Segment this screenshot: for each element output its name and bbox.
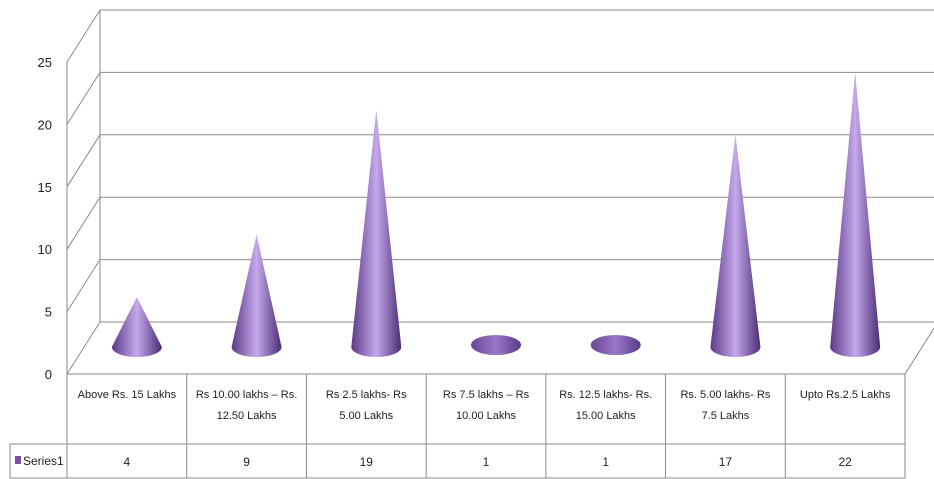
y-tick-label: 10 — [38, 242, 52, 257]
value-label: 9 — [243, 455, 250, 469]
gridlines — [66, 9, 934, 375]
y-tick-label: 5 — [45, 305, 52, 320]
cone-3 — [471, 335, 521, 355]
table-header-row — [66, 373, 906, 445]
value-label: 22 — [838, 455, 852, 469]
y-tick-label: 0 — [45, 367, 52, 382]
cone-4 — [590, 335, 641, 355]
y-tick-label: 25 — [38, 55, 52, 70]
gridline — [66, 134, 934, 188]
cone-body — [710, 134, 761, 357]
y-tick-label: 15 — [38, 180, 52, 195]
value-label: 19 — [360, 455, 374, 469]
cones — [111, 72, 881, 357]
category-label: Upto Rs.2.5 Lakhs — [800, 389, 891, 401]
category-label: Rs 2.5 lakhs- Rs 5.00 Lakhs — [326, 389, 407, 422]
cone-5 — [710, 134, 761, 357]
cone-body — [351, 109, 402, 357]
cone-2 — [351, 109, 402, 357]
cone-body — [111, 297, 162, 357]
cone-0 — [111, 297, 162, 357]
legend-swatch — [15, 456, 21, 464]
y-tick-label: 20 — [38, 117, 52, 132]
cone-6 — [830, 72, 881, 357]
value-label: 17 — [719, 455, 733, 469]
value-label: 1 — [483, 455, 490, 469]
series-name: Series1 — [23, 454, 64, 468]
value-label: 1 — [602, 455, 609, 469]
value-label: 4 — [124, 455, 131, 469]
cone-body — [231, 234, 282, 357]
category-label: Rs. 12.5 lakhs- Rs. 15.00 Lakhs — [559, 389, 652, 422]
gridline — [66, 196, 934, 250]
cone-body — [830, 72, 881, 357]
table-value-row — [9, 443, 906, 479]
cone-base — [590, 335, 641, 355]
data-table: Above Rs. 15 Lakhs Rs 10.00 lakhs – Rs. 12… — [9, 373, 906, 479]
gridline — [66, 71, 934, 125]
category-label: Rs 10.00 lakhs – Rs. 12.50 Lakhs — [196, 389, 298, 422]
category-label: Rs. 5.00 lakhs- Rs 7.5 Lakhs — [680, 389, 770, 422]
cone-base — [471, 335, 521, 355]
cone-1 — [231, 234, 282, 357]
category-label: Above Rs. 15 Lakhs — [78, 389, 177, 401]
y-axis: 0 5 10 15 20 25 — [38, 55, 52, 382]
gridline — [66, 9, 934, 63]
category-label: Rs 7.5 lakhs – Rs 10.00 Lakhs — [443, 389, 530, 422]
gridline — [66, 259, 934, 312]
